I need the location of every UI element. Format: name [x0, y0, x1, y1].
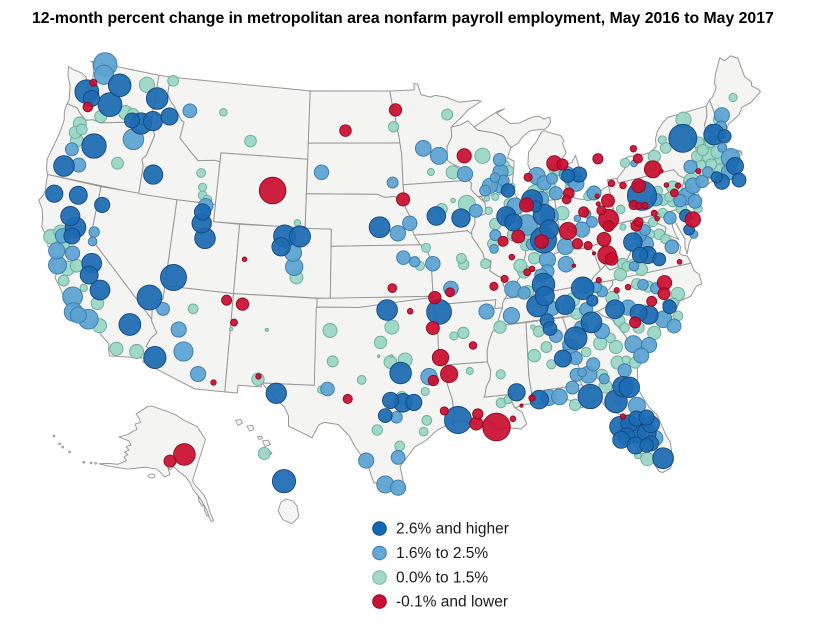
svg-text:2.6% and higher: 2.6% and higher	[396, 521, 509, 538]
svg-text:-0.1% and lower: -0.1% and lower	[396, 594, 508, 611]
svg-text:0.0% to 1.5%: 0.0% to 1.5%	[396, 570, 488, 587]
svg-text:1.6% to 2.5%: 1.6% to 2.5%	[396, 545, 488, 562]
